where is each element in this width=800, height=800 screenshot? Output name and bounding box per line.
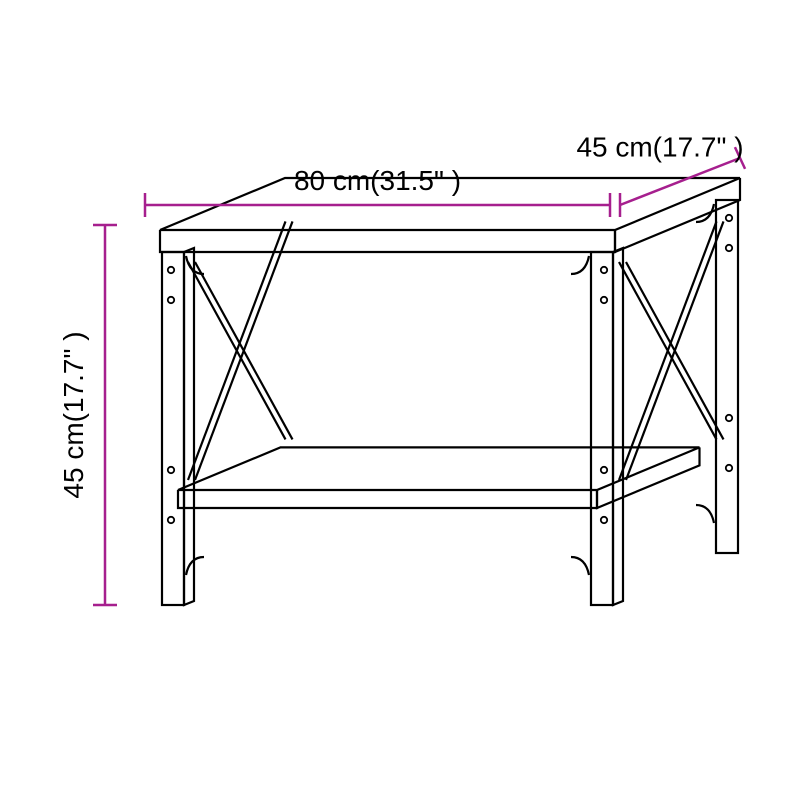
depth-dimension-label: 45 cm(17.7" ) [576, 132, 743, 163]
height-dimension-label: 45 cm(17.7" ) [58, 331, 89, 498]
dimension-diagram: 80 cm(31.5" ) 45 cm(17.7" ) 45 cm(17.7" … [0, 0, 800, 800]
width-dimension-label: 80 cm(31.5" ) [294, 165, 461, 196]
table-outline [160, 178, 740, 605]
